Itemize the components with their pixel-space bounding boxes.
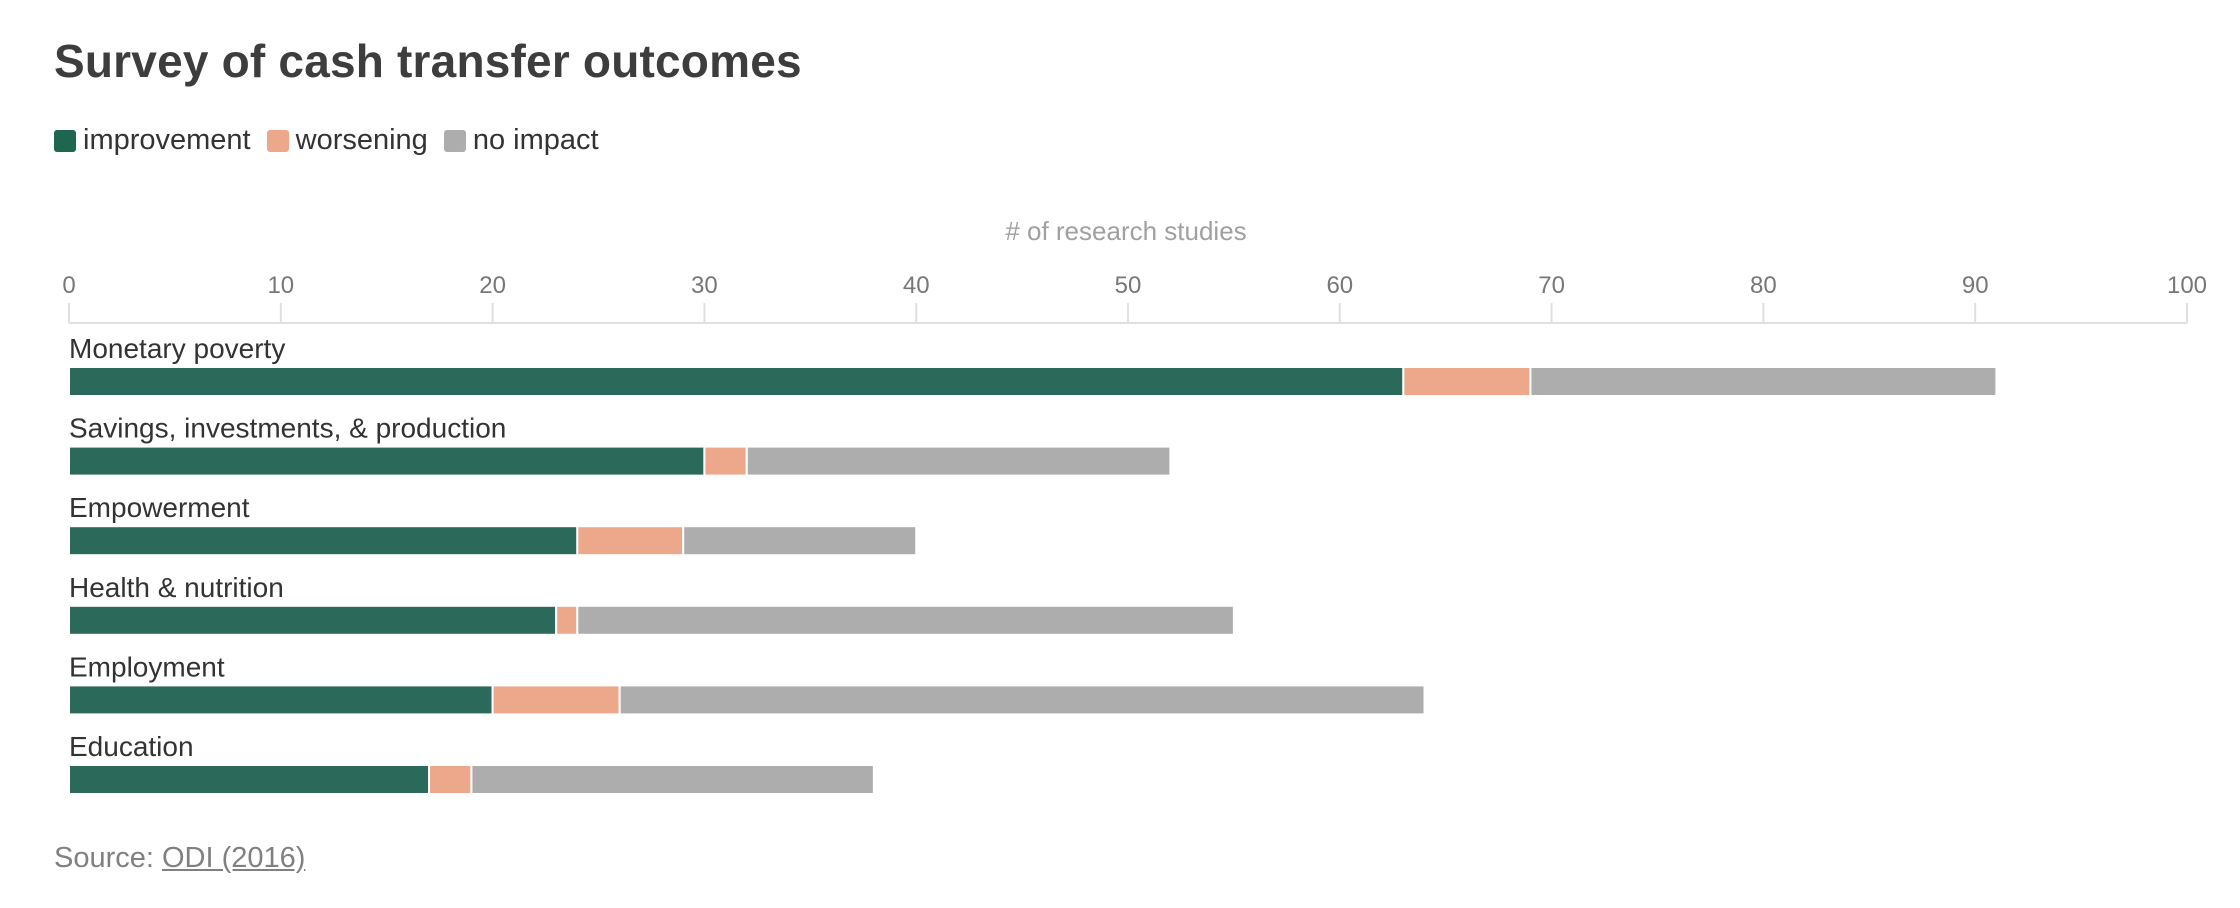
bar-segment-improvement	[68, 764, 431, 795]
bar-segment-worsening	[491, 684, 621, 716]
bar-segment-no-impact	[745, 445, 1172, 477]
legend-label-worsening: worsening	[295, 124, 428, 156]
category-label: Employment	[69, 651, 225, 682]
bar-segment-no-impact	[618, 684, 1426, 716]
category-label: Education	[69, 731, 194, 762]
x-tick-label: 30	[691, 272, 718, 299]
x-tick-label: 80	[1750, 272, 1777, 299]
x-tick-label: 40	[903, 272, 930, 299]
source-prefix: Source:	[54, 842, 162, 874]
legend-item-no-impact: no impact	[443, 124, 599, 157]
bar-segment-improvement	[68, 525, 579, 557]
category-label: Monetary poverty	[69, 333, 285, 364]
x-tick-label: 60	[1326, 272, 1353, 299]
category-label: Savings, investments, & production	[69, 413, 506, 444]
legend-swatch-worsening	[266, 129, 289, 152]
x-tick-label: 70	[1538, 272, 1565, 299]
legend-item-improvement: improvement	[54, 124, 251, 157]
x-tick-label: 10	[267, 272, 294, 299]
bar-segment-improvement	[68, 684, 494, 716]
bar-rows: Monetary poverty Savings, investments, & …	[68, 333, 1998, 795]
source-note: Source: ODI (2016)	[54, 842, 305, 875]
bar-segment-no-impact	[576, 604, 1235, 636]
bar-segment-worsening	[576, 525, 685, 557]
bar-segment-worsening	[1402, 366, 1532, 397]
x-tick-label: 100	[2167, 272, 2207, 299]
bar-segment-no-impact	[682, 525, 918, 557]
legend-swatch-improvement	[54, 129, 76, 152]
x-tick-label: 0	[62, 272, 75, 299]
category-label: Health & nutrition	[69, 572, 284, 603]
legend-swatch-no-impact	[443, 129, 466, 152]
category-label: Empowerment	[69, 492, 250, 523]
bar-segment-worsening	[555, 604, 579, 636]
bar-segment-improvement	[68, 445, 706, 477]
bar-chart: # of research studies 0 10 20 30 40 50 60 70 80 9…	[62, 216, 2207, 795]
legend-label-improvement: improvement	[83, 124, 251, 156]
bar-segment-worsening	[703, 445, 748, 477]
bar-segment-no-impact	[1529, 366, 1998, 397]
bar-segment-improvement	[68, 366, 1405, 397]
legend-item-worsening: worsening	[266, 124, 428, 157]
x-tick-label: 90	[1962, 272, 1989, 299]
x-axis-label: # of research studies	[1005, 216, 1246, 246]
bar-segment-no-impact	[470, 764, 875, 795]
x-tick-label: 20	[479, 272, 506, 299]
source-link[interactable]: ODI (2016)	[162, 842, 306, 874]
x-tick-label: 50	[1115, 272, 1142, 299]
legend: improvement worsening no impact	[54, 124, 615, 157]
x-axis-ticks: 0 10 20 30 40 50 60 70 80 90 100	[62, 272, 2207, 323]
chart-title: Survey of cash transfer outcomes	[54, 35, 802, 87]
bar-segment-worsening	[428, 764, 473, 795]
legend-label-no-impact: no impact	[472, 124, 599, 156]
bar-segment-improvement	[68, 604, 558, 636]
